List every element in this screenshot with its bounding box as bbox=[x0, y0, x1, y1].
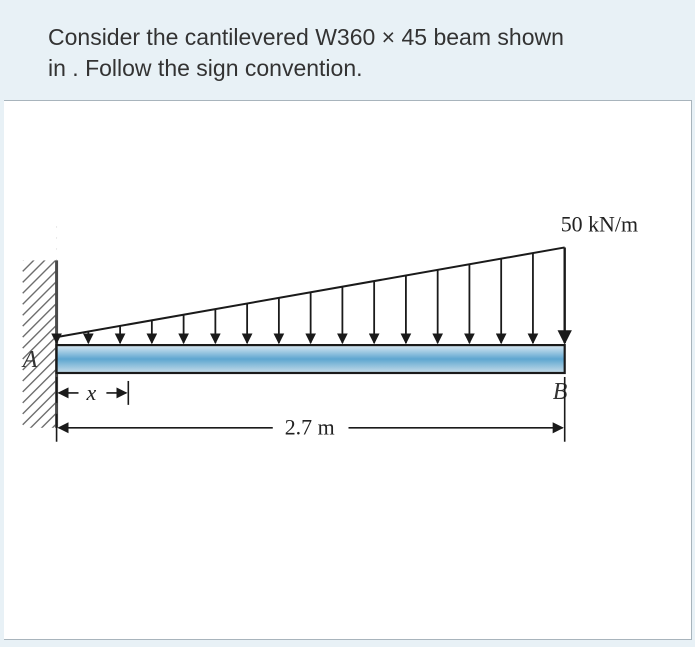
figure-panel: AB50 kN/mx2.7 m bbox=[4, 100, 692, 640]
length-label: 2.7 m bbox=[285, 415, 335, 440]
problem-line-1: Consider the cantilevered W360 × 45 beam… bbox=[48, 22, 665, 53]
load-label: 50 kN/m bbox=[561, 212, 638, 237]
beam-diagram: AB50 kN/mx2.7 m bbox=[4, 101, 691, 639]
label-A: A bbox=[21, 347, 38, 373]
x-label: x bbox=[85, 380, 96, 405]
problem-line-2: in . Follow the sign convention. bbox=[48, 53, 665, 84]
problem-statement: Consider the cantilevered W360 × 45 beam… bbox=[0, 0, 695, 102]
